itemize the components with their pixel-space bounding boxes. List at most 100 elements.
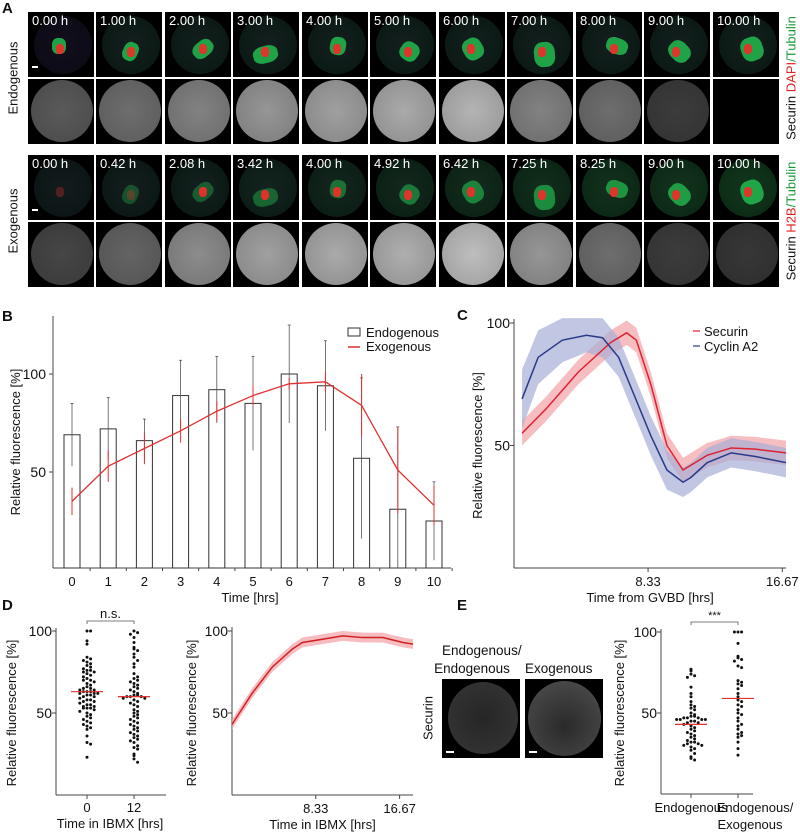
securin-tile xyxy=(96,222,162,287)
data-point xyxy=(136,713,140,717)
data-point xyxy=(136,744,140,748)
timepoint-label: 10.00 h xyxy=(717,13,761,28)
data-point xyxy=(132,741,136,745)
data-point xyxy=(85,724,89,728)
data-point xyxy=(85,642,89,646)
data-point xyxy=(136,729,140,733)
x-tick-label: 12 xyxy=(127,800,141,815)
data-point xyxy=(682,716,686,720)
oocyte xyxy=(168,80,230,142)
data-point xyxy=(85,672,89,676)
fluorescence-tile: 3.42 h xyxy=(233,155,299,220)
scale-bar xyxy=(529,751,537,753)
data-point xyxy=(132,685,136,689)
data-point xyxy=(78,688,82,692)
fluorescence-tile: 4.00 h xyxy=(302,155,368,220)
y-tick-label: 100 xyxy=(205,623,229,639)
data-point xyxy=(693,714,697,718)
oocyte xyxy=(236,80,298,142)
data-point xyxy=(689,748,693,752)
y-axis-title: Relative fluorescence [%] xyxy=(4,640,19,787)
data-point xyxy=(85,719,89,723)
data-point xyxy=(740,680,744,684)
fluorescence-tile: 8.00 h xyxy=(576,12,642,77)
series-line xyxy=(521,334,787,484)
data-point xyxy=(128,701,132,705)
oocyte xyxy=(716,223,778,285)
timepoint-label: 7.25 h xyxy=(511,156,548,171)
data-point xyxy=(700,717,704,721)
data-point xyxy=(132,708,136,712)
chromosomes xyxy=(333,187,341,197)
data-point xyxy=(89,665,93,669)
data-point xyxy=(689,756,693,760)
data-point xyxy=(78,701,82,705)
data-point xyxy=(693,737,697,741)
data-point xyxy=(689,724,693,728)
data-point xyxy=(136,716,140,720)
y-tick-label: 50 xyxy=(494,438,510,454)
oocyte xyxy=(99,80,161,142)
x-tick-label: 3 xyxy=(177,574,184,589)
legend-label-exogenous: Exogenous xyxy=(366,339,432,354)
data-point xyxy=(81,700,85,704)
data-point xyxy=(685,716,689,720)
chromosomes xyxy=(127,190,135,200)
data-point xyxy=(92,691,96,695)
fluorescence-tile: 10.00 h xyxy=(713,12,779,77)
data-point xyxy=(689,700,693,704)
fluorescence-tile: 3.00 h xyxy=(233,12,299,77)
data-point xyxy=(700,743,704,747)
data-point xyxy=(740,734,744,738)
securin-tile xyxy=(302,79,368,144)
timepoint-label: 2.00 h xyxy=(169,13,206,28)
data-point xyxy=(689,714,693,718)
oocyte xyxy=(305,223,367,285)
data-point xyxy=(89,673,93,677)
oocyte xyxy=(442,223,504,285)
significance-label: n.s. xyxy=(100,606,121,621)
data-point xyxy=(685,739,689,743)
timepoint-label: 0.42 h xyxy=(100,156,137,171)
e-image-endo-exo xyxy=(525,679,603,758)
fluorescence-tile: 7.25 h xyxy=(507,155,573,220)
error-band xyxy=(522,318,786,497)
chromosomes xyxy=(261,190,269,200)
x-axis-title: Time from GVBD [hrs] xyxy=(586,590,713,605)
data-point xyxy=(92,704,96,708)
data-point xyxy=(732,659,736,663)
fluorescence-tile: 6.00 h xyxy=(439,12,505,77)
data-point xyxy=(736,716,740,720)
data-point xyxy=(736,753,740,757)
securin-tile xyxy=(507,222,573,287)
data-point xyxy=(85,711,89,715)
data-point xyxy=(689,727,693,731)
chromosomes xyxy=(467,44,475,54)
data-point xyxy=(132,757,136,761)
oocyte xyxy=(510,223,572,285)
data-point xyxy=(92,695,96,699)
data-point xyxy=(132,640,136,644)
data-point xyxy=(693,752,697,755)
data-point xyxy=(736,732,740,736)
data-point xyxy=(689,732,693,736)
data-point xyxy=(132,719,136,723)
data-point xyxy=(740,722,744,726)
panel-label-e: E xyxy=(457,597,468,614)
panel-label-d: D xyxy=(2,597,13,614)
data-point xyxy=(740,683,744,687)
oocyte xyxy=(31,223,93,285)
chromosomes xyxy=(538,190,546,200)
data-point xyxy=(132,655,136,659)
securin-tile xyxy=(439,222,505,287)
data-point xyxy=(85,629,89,633)
data-point xyxy=(89,706,93,710)
data-point xyxy=(740,700,744,704)
data-point xyxy=(89,721,93,725)
timepoint-label: 8.25 h xyxy=(580,156,617,171)
fluorescence-tile: 1.00 h xyxy=(96,12,162,77)
data-point xyxy=(689,695,693,699)
chromosomes xyxy=(404,190,412,200)
oocyte xyxy=(168,223,230,285)
data-point xyxy=(132,703,136,707)
